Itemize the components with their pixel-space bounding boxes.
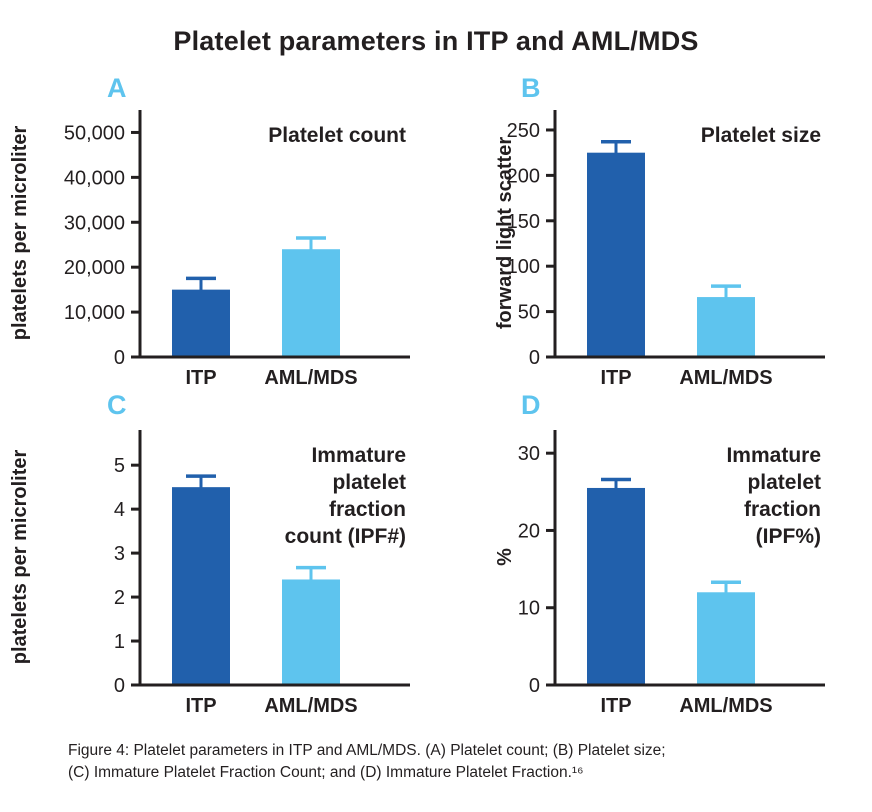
figure-caption: Figure 4: Platelet parameters in ITP and… [68, 740, 828, 784]
bar-itp [172, 289, 230, 357]
x-category-label-aml-mds: AML/MDS [679, 367, 772, 389]
y-tick-label: 2 [114, 587, 125, 609]
plot-title-line: Platelet size [701, 124, 821, 147]
plot-title-line: Immature [311, 444, 406, 467]
plot-title-line: platelet [332, 471, 406, 494]
y-tick-label: 20 [518, 520, 540, 542]
y-tick-label: 5 [114, 455, 125, 477]
x-category-label-aml-mds: AML/MDS [264, 695, 357, 717]
chart-panel-b: 0 50 100 150 200 250 ITP AML/MDS Platelet size [507, 110, 825, 389]
bar-itp [587, 152, 645, 357]
y-tick-label: 150 [507, 211, 540, 233]
caption-line-2: (C) Immature Platelet Fraction Count; an… [68, 764, 584, 781]
plot-title-line: fraction [744, 498, 821, 521]
y-tick-label: 30 [518, 443, 540, 465]
chart-panel-a: 0 10,000 20,000 30,000 40,000 50,000 ITP AML/MD… [64, 110, 410, 389]
x-category-label-itp: ITP [600, 367, 631, 389]
y-tick-label: 10 [518, 598, 540, 620]
plot-title-line: (IPF%) [756, 525, 821, 548]
chart-panel-c: 0 1 2 3 4 5 ITP AML/MDS Immature platelet fraction… [114, 430, 410, 717]
x-category-label-aml-mds: AML/MDS [679, 695, 772, 717]
y-tick-label: 20,000 [64, 257, 125, 279]
plot-title-line: platelet [747, 471, 821, 494]
y-axis-label-c: platelets per microliter [9, 449, 31, 665]
y-tick-label: 50 [518, 302, 540, 324]
y-axis-label-a: platelets per microliter [9, 125, 31, 341]
y-tick-label: 10,000 [64, 302, 125, 324]
x-category-label-aml-mds: AML/MDS [264, 367, 357, 389]
plot-title-line: fraction [329, 498, 406, 521]
y-tick-label: 4 [114, 499, 125, 521]
panel-letter-d: D [521, 390, 541, 420]
plot-title-line: Immature [726, 444, 821, 467]
y-tick-label: 250 [507, 120, 540, 142]
panel-letter-c: C [107, 390, 127, 420]
y-tick-label: 50,000 [64, 122, 125, 144]
bar-aml-mds [282, 579, 340, 685]
figure-title: Platelet parameters in ITP and AML/MDS [173, 26, 699, 56]
y-tick-label: 0 [114, 347, 125, 369]
bar-aml-mds [697, 297, 755, 357]
y-tick-label: 100 [507, 256, 540, 278]
y-tick-label: 1 [114, 631, 125, 653]
bar-itp [587, 487, 645, 685]
bar-aml-mds [282, 249, 340, 357]
plot-title-line: count (IPF#) [285, 525, 406, 548]
caption-line-1: Figure 4: Platelet parameters in ITP and… [68, 742, 666, 759]
y-tick-label: 30,000 [64, 212, 125, 234]
y-tick-label: 3 [114, 543, 125, 565]
plot-title-line: Platelet count [268, 124, 406, 147]
bar-aml-mds [697, 592, 755, 685]
y-tick-label: 0 [529, 347, 540, 369]
y-tick-label: 0 [529, 675, 540, 697]
chart-panel-d: 0 10 20 30 ITP AML/MDS Immature platelet fractio… [518, 430, 825, 717]
x-category-label-itp: ITP [600, 695, 631, 717]
panel-letter-a: A [107, 73, 127, 103]
y-tick-label: 200 [507, 165, 540, 187]
y-tick-label: 40,000 [64, 167, 125, 189]
bar-itp [172, 487, 230, 685]
y-tick-label: 0 [114, 675, 125, 697]
x-category-label-itp: ITP [185, 367, 216, 389]
x-category-label-itp: ITP [185, 695, 216, 717]
panel-letter-b: B [521, 73, 541, 103]
